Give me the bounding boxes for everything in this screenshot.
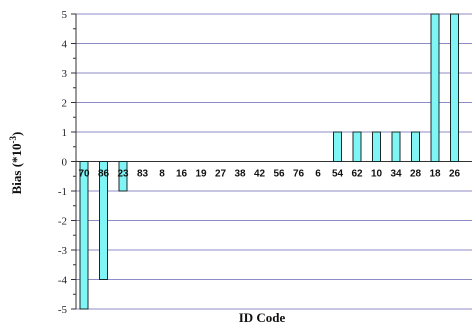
y-tick-label: 0 (62, 157, 68, 169)
category-label-16: 16 (176, 169, 188, 180)
y-tick-label: -1 (58, 186, 67, 198)
bar-23 (118, 161, 128, 192)
category-label-76: 76 (293, 169, 305, 180)
category-label-28: 28 (410, 169, 422, 180)
category-label-6: 6 (315, 169, 321, 180)
category-label-83: 83 (137, 169, 149, 180)
category-label-56: 56 (273, 169, 285, 180)
bar-18 (430, 13, 440, 162)
category-label-27: 27 (215, 169, 227, 180)
y-tick-label: -5 (58, 304, 68, 316)
category-label-10: 10 (371, 169, 383, 180)
bar-70 (79, 161, 89, 310)
y-tick-label: -3 (58, 245, 68, 257)
y-axis-label-exponent: -3 (8, 135, 18, 143)
bar-34 (391, 131, 401, 162)
category-label-54: 54 (332, 169, 344, 180)
bar-54 (333, 131, 342, 162)
y-tick-label: 3 (62, 68, 68, 80)
x-axis-label: ID Code (239, 310, 286, 325)
category-label-42: 42 (254, 169, 266, 180)
gridlines (76, 13, 472, 310)
bar-26 (450, 13, 459, 162)
y-axis-label: Bias (*10-3) (8, 132, 24, 195)
category-label-8: 8 (159, 169, 165, 180)
category-label-26: 26 (449, 169, 461, 180)
bar-62 (352, 131, 362, 162)
category-label-70: 70 (78, 169, 90, 180)
category-label-19: 19 (195, 169, 207, 180)
category-label-23: 23 (117, 169, 129, 180)
bar-86 (99, 161, 108, 280)
y-tick-label: -2 (58, 216, 67, 228)
category-labels: 70 86 23 83 8 16 19 27 38 42 56 76 6 54 62 10 34 28 18 26 (78, 169, 460, 180)
category-label-62: 62 (351, 169, 363, 180)
y-axis-label-close: ) (9, 132, 24, 136)
y-tick-label: 2 (62, 98, 68, 110)
bars (79, 13, 459, 310)
category-label-38: 38 (234, 169, 246, 180)
y-tick-label: 5 (62, 9, 68, 21)
category-label-86: 86 (98, 169, 110, 180)
y-tick-label: 1 (62, 127, 68, 139)
y-axis-label-main: Bias (*10 (9, 143, 24, 194)
bar-10 (372, 131, 381, 162)
category-label-34: 34 (390, 169, 402, 180)
bar-28 (411, 131, 420, 162)
y-tick-label: -4 (58, 275, 68, 287)
category-label-18: 18 (429, 169, 441, 180)
y-tick-label: 4 (62, 39, 68, 51)
